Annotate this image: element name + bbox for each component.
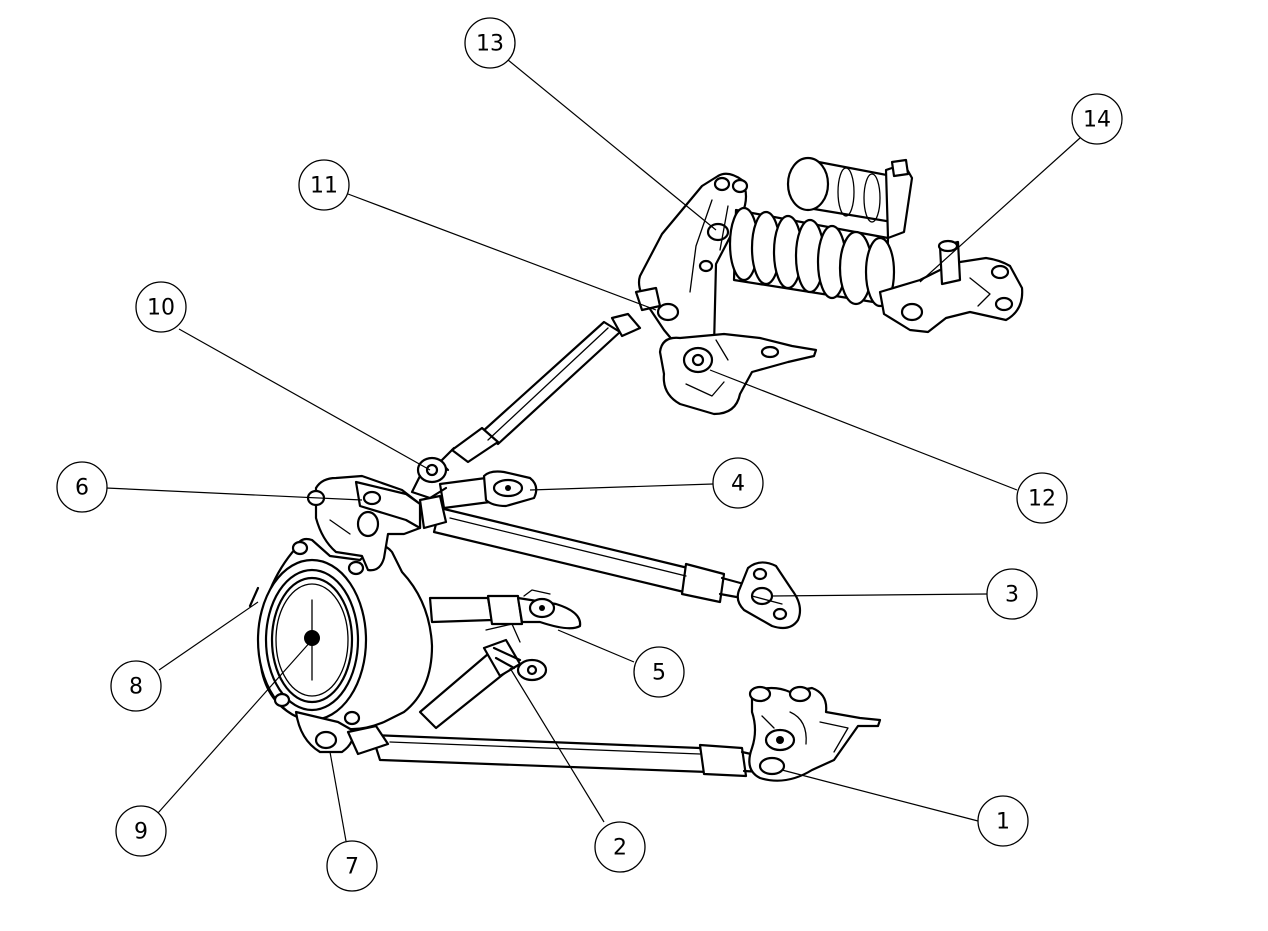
toe-link (438, 470, 538, 510)
suspension-line-art (248, 156, 1024, 782)
leader-2 (509, 667, 605, 823)
leader-3 (771, 593, 988, 597)
callout-11-label: 11 (310, 174, 338, 199)
leader-6 (105, 487, 363, 501)
callout-1-label: 1 (996, 810, 1010, 835)
leader-4 (529, 483, 714, 491)
callout-2-label: 2 (613, 836, 627, 861)
callout-4: 4 (712, 457, 764, 509)
leader-7 (329, 751, 347, 842)
lower-diagonal-strut (418, 623, 548, 730)
callout-10: 10 (135, 281, 187, 333)
callout-3: 3 (986, 568, 1038, 620)
callout-9-label: 9 (134, 820, 148, 845)
rocker-arm (634, 172, 749, 362)
callout-6-label: 6 (75, 476, 89, 501)
callout-12: 12 (1016, 472, 1068, 524)
leader-9 (157, 639, 313, 814)
callout-5-label: 5 (652, 661, 666, 686)
callout-9: 9 (115, 805, 167, 857)
radius-rod (438, 312, 642, 472)
rod-end-joint (410, 456, 448, 500)
callout-5: 5 (633, 646, 685, 698)
callout-4-label: 4 (731, 472, 745, 497)
leader-11 (347, 193, 657, 311)
upright-hub-carrier (248, 537, 434, 756)
upper-link-bracket (736, 561, 802, 630)
lower-mount-bracket (748, 685, 882, 782)
callout-10-label: 10 (147, 296, 175, 321)
leader-lines (105, 59, 1081, 842)
callout-8-label: 8 (129, 675, 143, 700)
callout-2: 2 (594, 821, 646, 873)
leader-13 (507, 59, 717, 231)
rocker-pivot-bracket (658, 332, 818, 416)
callout-1: 1 (977, 795, 1029, 847)
callout-8: 8 (110, 660, 162, 712)
callout-14-label: 14 (1083, 108, 1111, 133)
callout-11: 11 (298, 159, 350, 211)
leader-14 (919, 137, 1081, 283)
lower-link-rod (370, 733, 764, 778)
callout-3-label: 3 (1005, 583, 1019, 608)
middle-link-rod (428, 589, 582, 630)
callout-14: 14 (1071, 93, 1123, 145)
leader-8 (158, 601, 259, 671)
damper-rear-mount (878, 239, 1024, 334)
callout-7-label: 7 (345, 855, 359, 880)
coilover-spring (728, 206, 896, 308)
callout-13-label: 13 (476, 32, 504, 57)
leader-1 (781, 769, 979, 822)
callout-6: 6 (56, 461, 108, 513)
upper-link-rod (432, 506, 746, 604)
leader-5 (557, 629, 635, 663)
callout-13: 13 (464, 17, 516, 69)
leader-10 (178, 328, 431, 471)
callout-12-label: 12 (1028, 487, 1056, 512)
callout-bubbles: 1 2 3 4 5 6 7 8 (56, 17, 1123, 892)
leader-12 (709, 369, 1018, 491)
damper-reservoir (786, 156, 914, 240)
callout-7: 7 (326, 840, 378, 892)
